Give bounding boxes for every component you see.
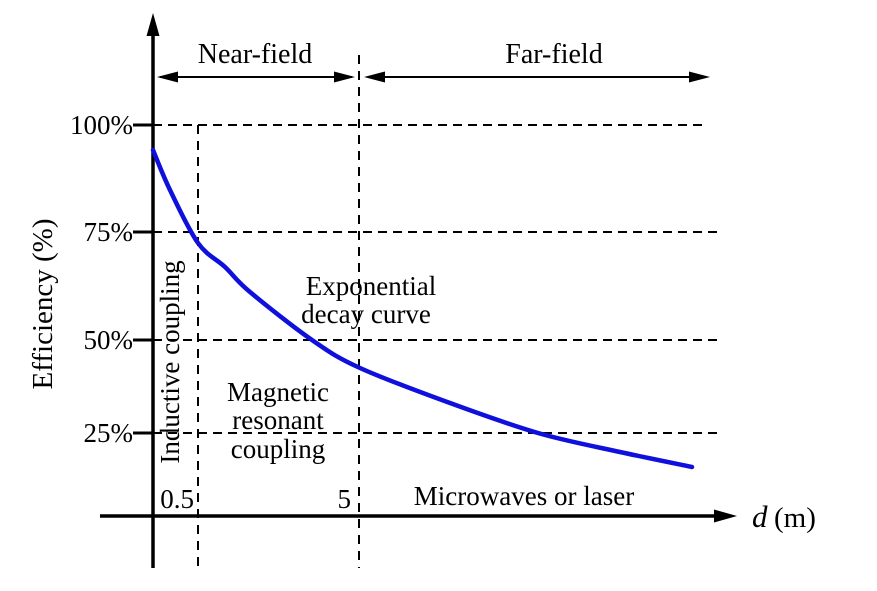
x-tick-label-5: 5 [338,484,352,514]
far-field-right-arrowhead-icon [689,71,710,83]
y-tick-label-75: 75% [84,217,134,247]
vertical-gridlines [197,55,360,568]
magnetic-label-line-2: resonant [232,405,324,435]
y-tick-label-50: 50% [84,325,134,355]
x-axis-title-symbol: d [752,499,768,534]
x-axis-arrowhead-icon [714,509,737,523]
y-tick-label-100: 100% [70,110,133,140]
near-field-label: Near-field [198,39,312,70]
annotation-line-1: Exponential [306,271,436,301]
x-axis-title-unit: (m) [774,502,816,534]
y-tick-label-25: 25% [84,418,134,448]
y-axis-arrowhead-icon [146,13,160,36]
far-field-left-arrowhead-icon [364,71,385,83]
far-field-label: Far-field [505,39,602,70]
magnetic-label-line-1: Magnetic [227,377,329,407]
y-axis-title: Efficiency (%) [27,219,59,390]
magnetic-resonant-coupling-label: Magnetic resonant coupling [227,377,329,464]
exponential-decay-annotation: Exponential decay curve [301,271,436,329]
x-tick-label-0p5: 0.5 [160,484,194,514]
field-range-arrows [157,71,710,83]
near-field-right-arrowhead-icon [334,71,355,83]
microwaves-laser-label: Microwaves or laser [414,481,634,511]
magnetic-label-line-3: coupling [231,434,326,464]
near-field-left-arrowhead-icon [157,71,178,83]
annotation-line-2: decay curve [301,299,431,329]
y-tick-marks [133,123,153,435]
axes [100,13,737,568]
horizontal-gridlines [153,124,719,434]
efficiency-decay-curve [150,147,695,470]
inductive-coupling-label: Inductive coupling [155,260,185,463]
